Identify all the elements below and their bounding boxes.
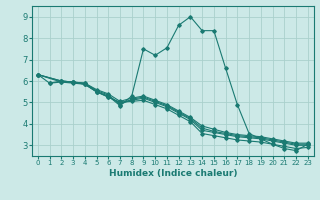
X-axis label: Humidex (Indice chaleur): Humidex (Indice chaleur) bbox=[108, 169, 237, 178]
